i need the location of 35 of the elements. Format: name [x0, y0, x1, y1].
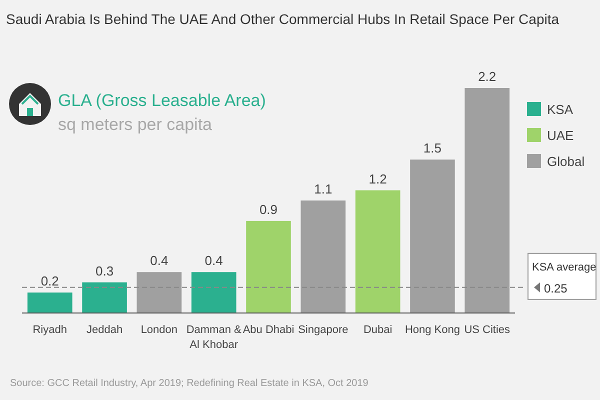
bar — [82, 282, 127, 313]
data-label: 0.4 — [204, 253, 223, 268]
x-tick-label: Damman & Al Khobar — [186, 324, 242, 351]
legend-label: Global — [547, 154, 585, 169]
legend-label: KSA — [547, 102, 574, 117]
bar — [27, 292, 72, 313]
x-tick-label: Hong Kong — [404, 324, 460, 336]
x-tick-label: London — [140, 324, 178, 336]
bar — [136, 272, 182, 313]
x-tick-label: Jeddah — [86, 324, 123, 336]
x-tick-label: Singapore — [298, 324, 348, 336]
x-tick-label: Abu Dhabi — [242, 324, 294, 336]
data-label: 0.3 — [95, 263, 114, 278]
x-tick-label: Dubai — [363, 324, 392, 336]
bar — [246, 220, 291, 313]
data-label: 1.1 — [314, 182, 332, 196]
data-label: 2.2 — [478, 69, 496, 84]
bar — [464, 88, 510, 313]
data-label: 0.9 — [259, 202, 278, 217]
bar — [300, 200, 346, 313]
bar — [355, 190, 400, 313]
data-label: 0.4 — [150, 253, 168, 268]
bar — [410, 160, 455, 313]
ref-line-label: KSA average 0.25 — [532, 261, 596, 296]
y-axis-title: sq meters per capita — [58, 115, 213, 134]
x-tick-label: US Cities — [464, 324, 511, 336]
chart-subtitle: GLA (Gross Leasable Area) — [58, 91, 266, 110]
bar — [191, 272, 236, 313]
data-label: 0.2 — [40, 274, 59, 289]
data-label: 1.2 — [368, 171, 387, 186]
x-tick-label: Riyadh — [32, 324, 67, 336]
legend-label: UAE — [547, 128, 574, 143]
data-label: 1.5 — [423, 140, 442, 156]
chart-title: Saudi Arabia Is Behind The UAE And Other Commercial Hubs In Retail Space Per Capita — [6, 11, 560, 27]
source-note: Source: GCC Retail Industry, Apr 2019; Redefining Real Estate in KSA, Oct 2019 — [10, 378, 369, 389]
